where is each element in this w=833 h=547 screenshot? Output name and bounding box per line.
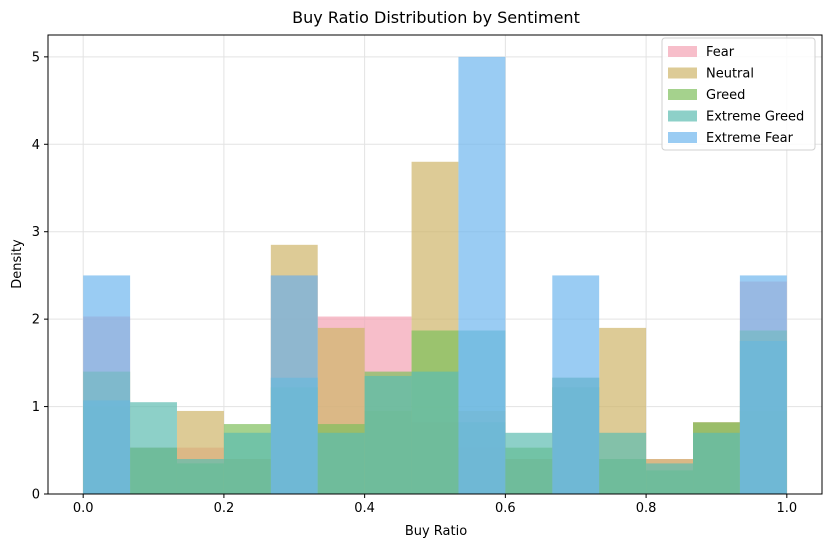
y-tick-label: 1 bbox=[32, 400, 40, 415]
bar bbox=[552, 275, 600, 494]
bar bbox=[693, 432, 740, 494]
bar bbox=[411, 371, 459, 494]
y-tick-label: 5 bbox=[32, 50, 40, 65]
y-tick-label: 3 bbox=[32, 225, 40, 240]
x-tick-label: 1.0 bbox=[776, 501, 797, 516]
bar bbox=[317, 432, 365, 494]
bar bbox=[83, 275, 131, 494]
legend: Fear Neutral Greed Extreme Greed Extreme Fea… bbox=[661, 37, 816, 151]
legend-label: Fear bbox=[706, 45, 735, 60]
legend-box bbox=[661, 37, 816, 151]
legend-label: Neutral bbox=[706, 67, 754, 82]
x-tick-label: 0.2 bbox=[214, 501, 235, 516]
legend-label: Greed bbox=[706, 88, 745, 103]
legend-swatch bbox=[668, 67, 697, 79]
x-axis: 0.0 0.2 0.4 0.6 0.8 1.0 bbox=[73, 494, 797, 516]
legend-swatch bbox=[668, 132, 697, 143]
x-tick-label: 0.0 bbox=[73, 501, 94, 516]
chart-title: Buy Ratio Distribution by Sentiment bbox=[292, 8, 580, 27]
legend-swatch bbox=[668, 46, 697, 57]
y-tick-label: 0 bbox=[32, 488, 40, 503]
legend-swatch bbox=[668, 110, 697, 122]
bar bbox=[505, 432, 553, 494]
bar bbox=[458, 56, 506, 494]
bars bbox=[83, 56, 787, 494]
bar bbox=[176, 459, 224, 494]
x-tick-label: 0.8 bbox=[636, 501, 657, 516]
bar bbox=[646, 463, 694, 494]
x-tick-label: 0.4 bbox=[354, 501, 375, 516]
legend-label: Extreme Greed bbox=[706, 110, 804, 125]
legend-swatch bbox=[668, 89, 697, 100]
legend-label: Extreme Fear bbox=[706, 131, 794, 146]
y-tick-label: 2 bbox=[32, 313, 40, 328]
bar bbox=[223, 432, 271, 494]
y-tick-label: 4 bbox=[32, 138, 40, 153]
x-tick-label: 0.6 bbox=[495, 501, 516, 516]
bar bbox=[599, 432, 647, 494]
bar bbox=[130, 402, 177, 494]
series-extreme-fear bbox=[83, 56, 787, 494]
bar bbox=[270, 275, 318, 494]
x-axis-label: Buy Ratio bbox=[405, 524, 467, 539]
bar bbox=[364, 375, 412, 494]
y-axis-label: Density bbox=[10, 239, 25, 289]
y-axis: 0 1 2 3 4 5 bbox=[32, 50, 48, 503]
plot-frame bbox=[47, 34, 823, 495]
bar bbox=[739, 275, 787, 494]
